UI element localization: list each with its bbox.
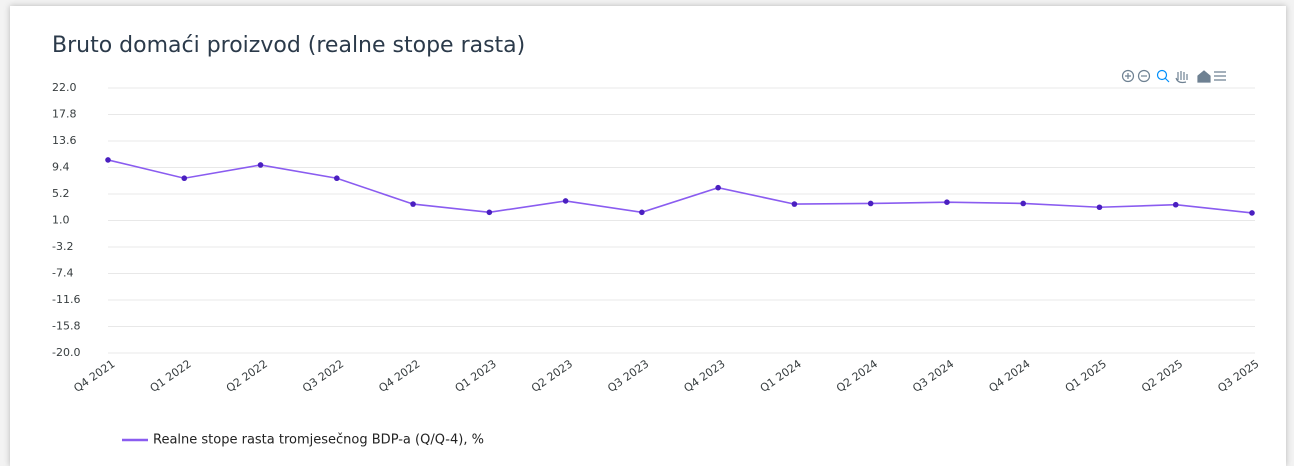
x-tick-label: Q1 2023 <box>453 357 499 395</box>
toolbar[interactable] <box>1121 69 1227 84</box>
legend-label: Realne stope rasta tromjesečnog BDP-a (Q… <box>153 433 484 448</box>
x-tick-label: Q4 2022 <box>376 357 422 395</box>
x-tick-label: Q1 2024 <box>758 357 804 395</box>
data-point <box>1172 201 1179 208</box>
x-tick-label: Q2 2025 <box>1139 357 1185 395</box>
y-tick-label: -11.6 <box>52 293 80 306</box>
x-tick-label: Q3 2022 <box>300 357 346 395</box>
y-tick-label: -15.8 <box>52 320 80 333</box>
data-point <box>944 199 950 206</box>
x-tick-label: Q4 2023 <box>681 357 727 395</box>
x-tick-label: Q4 2024 <box>987 357 1033 395</box>
data-point <box>562 198 569 204</box>
data-point <box>410 201 416 207</box>
data-point <box>791 201 798 207</box>
data-point <box>715 184 721 191</box>
zoom[interactable] <box>1156 69 1168 81</box>
chart-title: Bruto domaći proizvod (realne stope rast… <box>52 33 525 58</box>
y-tick-label: 9.4 <box>52 161 70 174</box>
x-tick-label: Q3 2023 <box>605 357 651 395</box>
y-tick-label: 13.6 <box>52 134 77 147</box>
data-point <box>1096 204 1103 211</box>
zoom-out[interactable] <box>1137 69 1151 83</box>
chart-card: Bruto domaći proizvod (realne stope rast… <box>10 6 1286 466</box>
chart: Bruto domaći proizvod (realne stope rast… <box>52 33 1261 448</box>
x-tick-label: Q2 2023 <box>529 357 575 395</box>
y-tick-label: -7.4 <box>52 267 73 280</box>
x-tick-label: Q1 2022 <box>148 357 194 395</box>
line-series <box>107 159 1253 214</box>
y-tick-label: 1.0 <box>52 214 70 227</box>
x-tick-label: Q1 2025 <box>1063 357 1109 395</box>
y-tick-label: -20.0 <box>52 346 80 359</box>
zoom-in[interactable] <box>1121 69 1135 83</box>
pan[interactable] <box>1175 71 1188 84</box>
x-tick-label: Q2 2022 <box>224 357 270 395</box>
y-tick-label: 5.2 <box>52 187 70 200</box>
data-point <box>486 209 493 216</box>
y-tick-label: 22.0 <box>52 81 77 94</box>
data-point <box>867 200 874 207</box>
y-tick-label: 17.8 <box>52 108 77 121</box>
data-point <box>105 157 111 163</box>
x-tick-label: Q2 2024 <box>834 357 880 395</box>
reset[interactable] <box>1197 70 1211 83</box>
data-point <box>181 175 188 182</box>
y-tick-label: -3.2 <box>52 240 73 253</box>
x-tick-label: Q3 2024 <box>910 357 956 395</box>
data-point <box>334 175 340 182</box>
data-point <box>257 162 264 168</box>
x-tick-label: Q4 2021 <box>71 357 117 395</box>
x-tick-label: Q3 2025 <box>1215 357 1261 395</box>
data-point <box>639 209 645 216</box>
menu[interactable] <box>1214 71 1226 81</box>
data-point <box>1249 210 1255 216</box>
data-point <box>1020 200 1026 207</box>
